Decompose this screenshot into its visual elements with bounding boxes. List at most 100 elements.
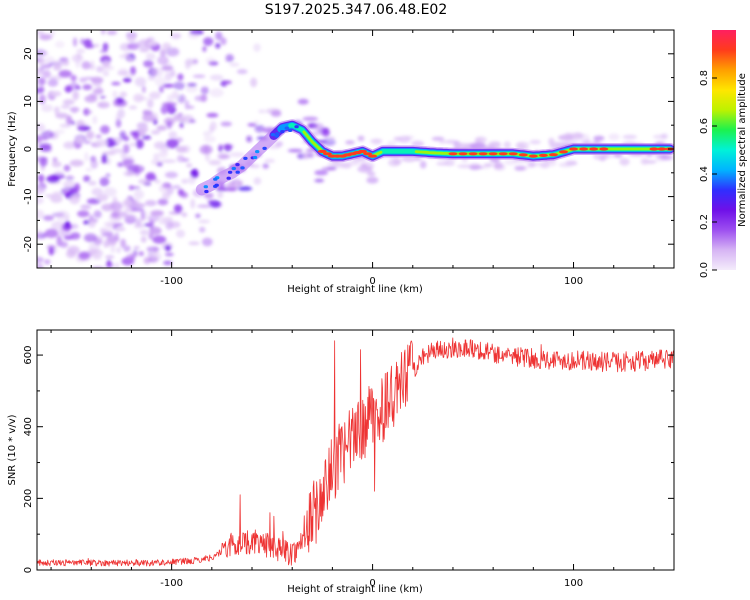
- noise-blob: [149, 226, 162, 235]
- ridge-peak: [317, 149, 327, 153]
- ridge-halo-blob: [469, 166, 485, 170]
- snr-x-tick-label: 100: [564, 578, 583, 589]
- noise-blob: [180, 114, 194, 121]
- noise-blob: [110, 245, 116, 254]
- noise-blob: [83, 39, 93, 47]
- noise-blob: [128, 185, 134, 191]
- noise-blob: [88, 219, 96, 228]
- ridge-peak: [458, 152, 468, 156]
- ridge-halo-blob: [578, 133, 590, 141]
- noise-blob: [161, 65, 174, 71]
- ridge-peak: [468, 152, 478, 156]
- noise-blob: [199, 144, 213, 155]
- noise-blob: [173, 204, 183, 213]
- noise-blob: [177, 73, 184, 81]
- noise-blob: [152, 235, 167, 244]
- noise-blob: [102, 101, 110, 106]
- noise-blob: [83, 140, 92, 144]
- noise-blob: [85, 167, 93, 172]
- noise-blob: [149, 251, 162, 262]
- spectrogram-x-tick-label: 0: [369, 276, 375, 287]
- noise-blob: [246, 135, 253, 143]
- noise-blob: [110, 211, 120, 219]
- noise-blob: [199, 226, 206, 233]
- noise-blob: [181, 212, 188, 218]
- noise-blob: [135, 218, 142, 226]
- ridge-halo-blob: [357, 135, 365, 142]
- noise-blob: [83, 175, 91, 182]
- noise-blob: [202, 131, 211, 137]
- noise-blob: [179, 122, 184, 129]
- noise-blob: [115, 202, 126, 210]
- noise-blob: [190, 198, 196, 209]
- noise-blob: [149, 91, 161, 100]
- snr-y-tick-labels: 0 200 400 600: [23, 346, 34, 574]
- noise-blob: [215, 31, 223, 41]
- noise-blob: [168, 221, 181, 229]
- ridge-peak: [363, 152, 373, 156]
- noise-blob: [37, 80, 40, 87]
- noise-blob: [166, 94, 174, 103]
- noise-blob: [67, 223, 79, 230]
- noise-blob: [120, 238, 126, 248]
- noise-blob: [135, 139, 144, 149]
- noise-blob: [144, 210, 149, 221]
- ridge-halo-blob: [215, 186, 228, 192]
- ridge-halo-blob: [565, 138, 579, 143]
- ridge-halo-blob: [503, 141, 511, 149]
- noise-blob: [72, 37, 78, 47]
- noise-blob: [122, 158, 135, 164]
- noise-blob: [72, 90, 79, 101]
- ridge-halo-blob: [297, 98, 309, 105]
- noise-blob: [46, 175, 60, 183]
- spectrogram-x-axis-label: Height of straight line (km): [287, 284, 423, 295]
- ridge-speckle: [203, 185, 208, 189]
- ridge-halo-blob: [366, 176, 379, 184]
- ridge-peak: [657, 147, 667, 151]
- ridge-speckle: [284, 126, 289, 130]
- noise-blob: [164, 71, 172, 82]
- spectrogram-y-axis-label: Frequency (Hz): [7, 111, 18, 187]
- noise-blob: [173, 81, 185, 90]
- noise-blob: [37, 174, 45, 183]
- ridge-halo-blob: [593, 135, 605, 141]
- noise-blob: [152, 67, 164, 77]
- ridge-halo-blob: [345, 140, 355, 145]
- noise-blob: [85, 110, 93, 114]
- snr-series-line: [37, 337, 674, 567]
- noise-blob: [160, 105, 168, 115]
- colorbar: 0.0 0.2 0.4 0.6 0.8 Normalized spectral …: [699, 30, 748, 278]
- ridge-speckle: [235, 170, 240, 174]
- noise-blob: [83, 220, 90, 225]
- noise-blob: [203, 135, 216, 143]
- noise-blob: [192, 59, 199, 64]
- noise-blob: [81, 61, 91, 70]
- noise-blob: [92, 43, 100, 48]
- noise-blob: [39, 94, 46, 105]
- noise-blob: [135, 40, 149, 49]
- noise-blob: [164, 252, 174, 257]
- noise-blob: [67, 245, 80, 255]
- noise-blob: [200, 94, 208, 102]
- noise-blob: [168, 131, 178, 139]
- noise-blob: [91, 187, 103, 196]
- noise-blob: [139, 229, 150, 236]
- noise-blob: [130, 66, 136, 76]
- noise-blob: [37, 256, 44, 263]
- noise-blob: [147, 214, 159, 223]
- noise-blob: [123, 77, 132, 83]
- snr-y-tick-label: 200: [23, 489, 34, 508]
- noise-blob: [177, 189, 185, 195]
- ridge-halo-blob: [218, 154, 231, 159]
- ridge-halo-blob: [387, 141, 398, 145]
- noise-blob: [162, 216, 174, 222]
- noise-blob: [141, 135, 152, 140]
- noise-blob: [162, 159, 177, 163]
- noise-blob: [38, 56, 44, 67]
- noise-blob: [39, 157, 48, 167]
- snr-x-axis-label: Height of straight line (km): [287, 584, 423, 595]
- noise-blob: [208, 159, 222, 166]
- noise-blob: [188, 175, 196, 185]
- noise-blob: [38, 86, 45, 92]
- spectrogram-x-tick-labels: -100 0 100: [160, 276, 583, 287]
